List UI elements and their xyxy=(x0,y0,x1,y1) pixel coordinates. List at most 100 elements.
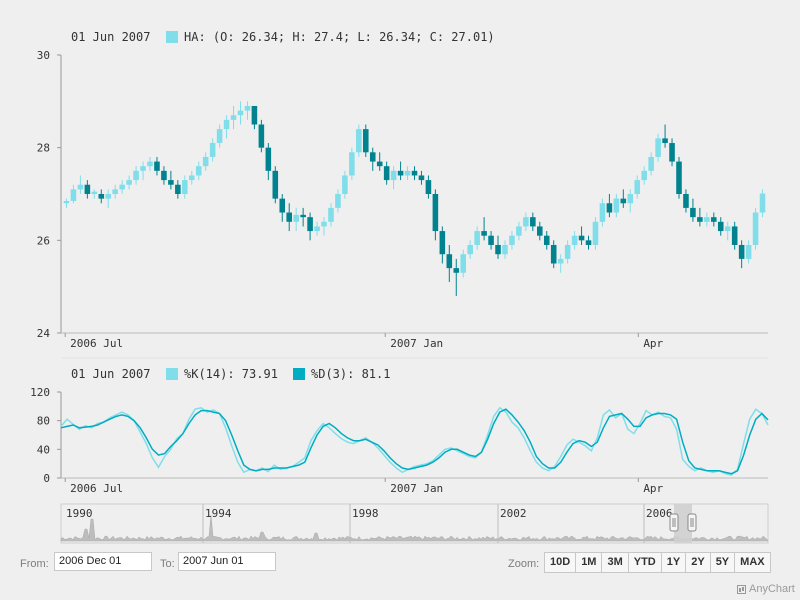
candle[interactable] xyxy=(690,198,696,222)
candle[interactable] xyxy=(182,175,188,199)
candle[interactable] xyxy=(286,203,292,232)
candle[interactable] xyxy=(342,170,348,199)
candle[interactable] xyxy=(140,161,146,181)
candle[interactable] xyxy=(467,240,473,259)
candle[interactable] xyxy=(453,258,460,296)
candle[interactable] xyxy=(655,133,661,162)
candle[interactable] xyxy=(77,175,84,194)
candle[interactable] xyxy=(474,226,480,250)
candle[interactable] xyxy=(279,194,286,222)
candle[interactable] xyxy=(195,161,202,181)
candle[interactable] xyxy=(383,161,390,185)
navigator[interactable]: 1990 1994 1998 2002 2006 xyxy=(60,503,769,544)
candle[interactable] xyxy=(523,212,529,232)
candle[interactable] xyxy=(105,189,112,208)
stock-chart[interactable]: 01 Jun 2007 HA: (O: 26.34; H: 27.4; L: 2… xyxy=(0,0,800,548)
candle[interactable] xyxy=(126,175,132,190)
candle[interactable] xyxy=(244,101,251,120)
candle[interactable] xyxy=(258,119,265,153)
candle[interactable] xyxy=(502,240,508,259)
candle[interactable] xyxy=(488,231,494,250)
candle[interactable] xyxy=(537,221,543,241)
candle[interactable] xyxy=(648,152,654,176)
zoom-ytd-button[interactable]: YTD xyxy=(629,553,662,572)
candle[interactable] xyxy=(613,194,620,218)
candle[interactable] xyxy=(98,189,105,204)
to-date-input[interactable]: 2007 Jun 01 xyxy=(178,552,276,571)
candle[interactable] xyxy=(314,221,320,236)
candle[interactable] xyxy=(571,231,578,250)
candle[interactable] xyxy=(202,152,209,171)
candle[interactable] xyxy=(188,170,195,185)
zoom-3m-button[interactable]: 3M xyxy=(602,553,629,572)
candle[interactable] xyxy=(745,240,752,264)
candle[interactable] xyxy=(432,189,439,241)
candle[interactable] xyxy=(634,175,641,199)
candle[interactable] xyxy=(495,235,501,259)
candle[interactable] xyxy=(509,231,515,250)
candle[interactable] xyxy=(731,221,738,250)
credits[interactable]: AnyChart xyxy=(737,583,795,595)
candle[interactable] xyxy=(717,217,724,236)
candle[interactable] xyxy=(272,166,279,204)
candle[interactable] xyxy=(265,143,272,181)
zoom-10d-button[interactable]: 10D xyxy=(545,553,577,572)
candle[interactable] xyxy=(439,226,446,264)
candle[interactable] xyxy=(676,156,682,199)
candle[interactable] xyxy=(133,166,139,185)
candle[interactable] xyxy=(411,166,418,181)
candle[interactable] xyxy=(592,217,599,250)
candle[interactable] xyxy=(425,175,432,199)
navigator-right-handle[interactable] xyxy=(687,513,697,532)
candle[interactable] xyxy=(300,207,306,227)
candle[interactable] xyxy=(460,249,467,278)
candle[interactable] xyxy=(446,244,453,283)
candle[interactable] xyxy=(564,240,571,264)
candle[interactable] xyxy=(530,212,536,232)
candle[interactable] xyxy=(390,166,397,190)
candle[interactable] xyxy=(557,254,564,273)
candle[interactable] xyxy=(251,105,258,130)
candle[interactable] xyxy=(543,231,550,250)
candle[interactable] xyxy=(321,217,327,236)
zoom-2y-button[interactable]: 2Y xyxy=(686,553,711,572)
candle[interactable] xyxy=(620,189,627,208)
navigator-left-handle[interactable] xyxy=(669,513,679,532)
candle[interactable] xyxy=(404,166,411,181)
zoom-1y-button[interactable]: 1Y xyxy=(662,553,687,572)
candle[interactable] xyxy=(704,212,710,227)
candle[interactable] xyxy=(335,189,341,213)
candle[interactable] xyxy=(738,240,745,269)
candle[interactable] xyxy=(147,156,153,171)
zoom-max-button[interactable]: MAX xyxy=(740,556,765,568)
candle[interactable] xyxy=(599,198,606,227)
candle[interactable] xyxy=(369,147,376,171)
candle[interactable] xyxy=(216,124,223,148)
candle[interactable] xyxy=(669,138,675,167)
candle[interactable] xyxy=(683,189,689,213)
candle[interactable] xyxy=(237,101,244,125)
candle[interactable] xyxy=(362,124,369,157)
candle[interactable] xyxy=(161,166,167,185)
candle[interactable] xyxy=(759,189,766,218)
candle[interactable] xyxy=(112,184,118,199)
navigator-selection[interactable] xyxy=(674,504,692,543)
price-candles[interactable] xyxy=(63,101,766,296)
from-date-input[interactable]: 2006 Dec 01 xyxy=(54,552,152,571)
candle[interactable] xyxy=(662,124,668,148)
candle[interactable] xyxy=(230,105,237,130)
candle[interactable] xyxy=(168,170,174,190)
candle[interactable] xyxy=(376,152,383,171)
candle[interactable] xyxy=(606,194,613,218)
candle[interactable] xyxy=(154,156,160,176)
candle[interactable] xyxy=(550,240,557,269)
candle[interactable] xyxy=(752,207,759,250)
candle[interactable] xyxy=(711,212,717,227)
candle[interactable] xyxy=(84,180,91,199)
candle[interactable] xyxy=(63,198,70,208)
candle[interactable] xyxy=(418,170,425,185)
candle[interactable] xyxy=(627,189,634,213)
zoom-5y-button[interactable]: 5Y xyxy=(711,553,736,572)
candle[interactable] xyxy=(91,189,98,199)
zoom-1m-button[interactable]: 1M xyxy=(576,553,603,572)
